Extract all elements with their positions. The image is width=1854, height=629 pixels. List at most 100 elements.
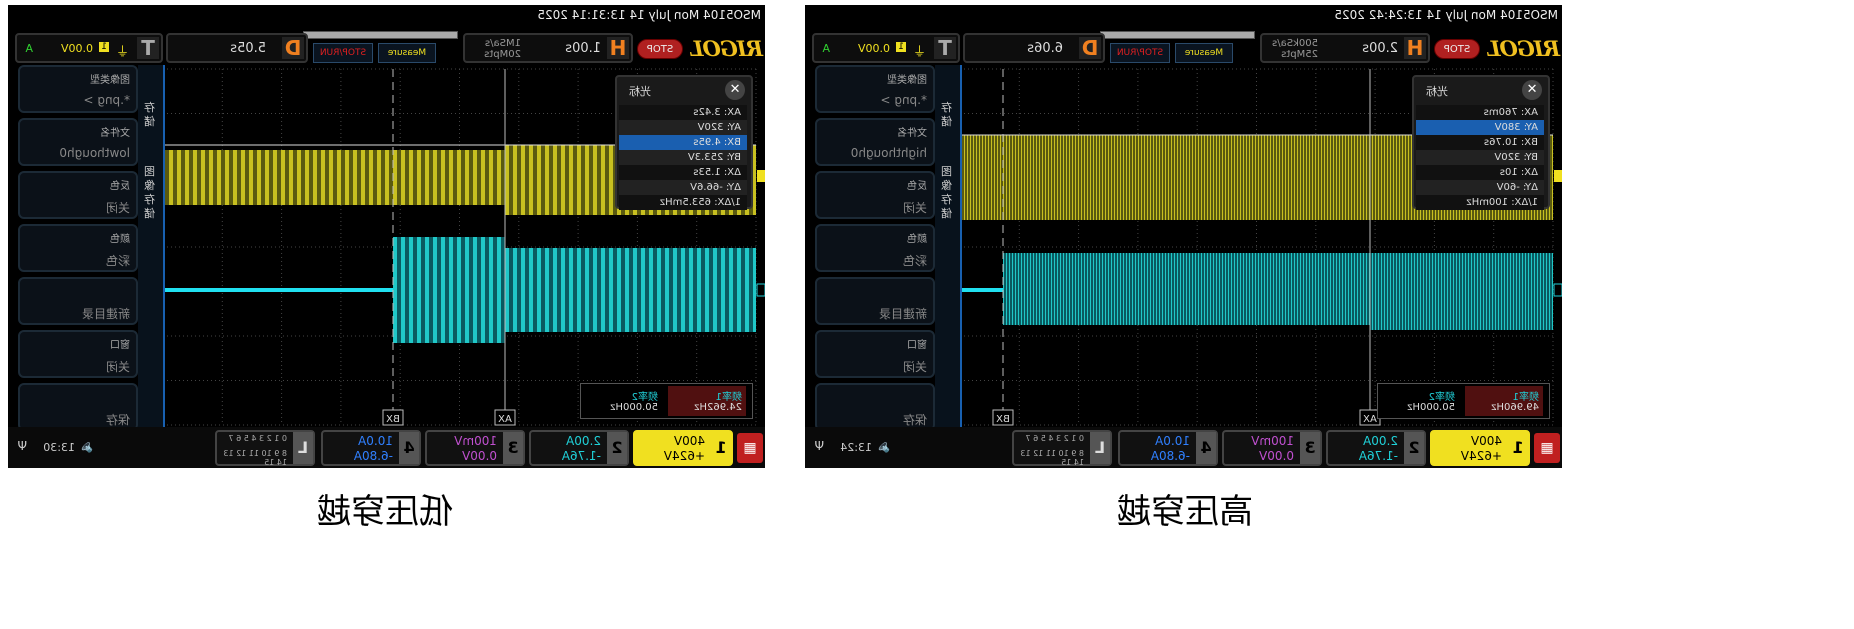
stop-run-button[interactable]: STOP/RUN <box>313 43 373 63</box>
delay-box[interactable]: D 6.06s <box>963 33 1105 63</box>
run-state-badge[interactable]: STOP <box>1434 39 1480 59</box>
logic-box[interactable]: L 0 1 2 3 4 5 6 7 8 9 10 11 12 13 14 15 <box>215 430 315 467</box>
menu-item[interactable]: 图像类型 *.png > <box>18 65 138 113</box>
measurement-item[interactable]: 频率2 50.000Hz <box>1381 386 1459 416</box>
oscilloscope-screen: AX BX MSO5104 Mon July 14 13:31:14 2025 R… <box>8 5 765 468</box>
ch2-trace <box>1003 253 1370 325</box>
menu-item[interactable]: 颜色 彩色 <box>18 224 138 272</box>
menu-item[interactable]: 图像类型 *.png > <box>815 65 935 113</box>
speaker-icon[interactable]: 🔈 <box>875 439 890 453</box>
menu-tab[interactable]: 存储 图像存储 <box>935 65 962 435</box>
measurement-item[interactable]: 频率1 24.962Hz <box>668 386 746 416</box>
cursor-row[interactable]: ΔY: -66.6V <box>619 180 747 195</box>
menu-grid-icon[interactable]: ▦ <box>1534 433 1560 463</box>
menu-item-value: highthough0 <box>850 146 927 160</box>
cursor-row[interactable]: BX: 4.95s <box>619 135 747 150</box>
cursor-marker-label: BX <box>386 414 400 425</box>
trigger-box[interactable]: T ⏚ 1 0.00V A <box>15 33 163 63</box>
horizontal-box[interactable]: H 2.00s 500kSa/s 25Mpts <box>1260 33 1430 63</box>
menu-item-value: *.png > <box>880 93 927 107</box>
logic-label: L <box>293 432 313 464</box>
cursor-row[interactable]: 1/ΔX: 653.5mHz <box>619 195 747 210</box>
menu-item-value: 关闭 <box>902 360 927 374</box>
close-icon[interactable]: ✕ <box>725 80 745 100</box>
channel-scale: 10.0A <box>358 434 393 448</box>
menu-item-value: 保存 <box>105 413 130 427</box>
run-state-badge[interactable]: STOP <box>637 39 683 59</box>
cursor-title: 光标 <box>629 85 651 98</box>
cursor-row[interactable]: BY: 320V <box>1416 150 1544 165</box>
horizontal-box[interactable]: H 1.00s 1MSa/s 20Mpts <box>463 33 633 63</box>
ch2-marker[interactable] <box>1553 283 1562 297</box>
cursor-row[interactable]: BY: 253.3V <box>619 150 747 165</box>
ch2-marker[interactable] <box>756 283 765 297</box>
menu-item-title: 颜色 <box>110 234 130 245</box>
menu-item[interactable]: 保存 <box>18 383 138 431</box>
cursor-row[interactable]: AY: 380V <box>1416 120 1544 135</box>
menu-item[interactable]: 反色 关闭 <box>815 171 935 219</box>
channel-1-box[interactable]: 1 400V +624V <box>633 430 733 466</box>
cursor-row[interactable]: ΔX: 1.53s <box>619 165 747 180</box>
menu-item[interactable]: 新建目录 <box>18 277 138 325</box>
cursor-row[interactable]: BX: 10.76s <box>1416 135 1544 150</box>
menu-item[interactable]: 反色 关闭 <box>18 171 138 219</box>
measurement-name: 频率1 <box>715 392 742 403</box>
channel-3-box[interactable]: 3 100mV 0.00V <box>1222 430 1322 466</box>
menu-item[interactable]: 颜色 彩色 <box>815 224 935 272</box>
ch1-marker[interactable] <box>757 170 765 182</box>
stop-run-button[interactable]: STOP/RUN <box>1110 43 1170 63</box>
cursor-row[interactable]: ΔY: -60V <box>1416 180 1544 195</box>
tab-image-storage[interactable]: 图像存储 <box>941 165 952 220</box>
menu-grid-icon[interactable]: ▦ <box>737 433 763 463</box>
cursor-row[interactable]: AY: 320V <box>619 120 747 135</box>
menu-item[interactable]: 新建目录 <box>815 277 935 325</box>
cursor-row[interactable]: AX: 760ms <box>1416 105 1544 120</box>
channel-2-box[interactable]: 2 2.00A -1.76A <box>529 430 629 466</box>
logic-label: L <box>1090 432 1110 464</box>
cursor-row[interactable]: ΔX: 10s <box>1416 165 1544 180</box>
speaker-icon[interactable]: 🔈 <box>78 439 93 453</box>
menu-item[interactable]: 保存 <box>815 383 935 431</box>
trigger-box[interactable]: T ⏚ 1 0.00V A <box>812 33 960 63</box>
delay-value: 6.06s <box>1027 41 1063 56</box>
menu-item-value: *.png > <box>83 93 130 107</box>
channel-3-box[interactable]: 3 100mV 0.00V <box>425 430 525 466</box>
status-line: MSO5104 Mon July 14 13:31:14 2025 <box>537 8 761 22</box>
cursor-marker[interactable] <box>992 409 1014 426</box>
tab-storage[interactable]: 存储 <box>941 101 952 128</box>
cursor-marker[interactable] <box>382 409 404 426</box>
tab-image-storage[interactable]: 图像存储 <box>144 165 155 220</box>
waveform-overview-bar[interactable] <box>1100 31 1255 39</box>
channel-scale: 400V <box>1470 434 1502 448</box>
waveform-overview-bar[interactable] <box>303 31 458 39</box>
trigger-edge-icon: ⏚ <box>912 45 926 60</box>
menu-item[interactable]: 文件名 highthough0 <box>815 118 935 166</box>
close-icon[interactable]: ✕ <box>1522 80 1542 100</box>
logic-box[interactable]: L 0 1 2 3 4 5 6 7 8 9 10 11 12 13 14 15 <box>1012 430 1112 467</box>
channel-1-box[interactable]: 1 400V +624V <box>1430 430 1530 466</box>
menu-item[interactable]: 文件名 lowthough0 <box>18 118 138 166</box>
logic-row: 8 9 10 11 12 13 14 15 <box>223 449 287 467</box>
delay-box[interactable]: D 5.05s <box>166 33 308 63</box>
tab-storage[interactable]: 存储 <box>144 101 155 128</box>
channel-2-box[interactable]: 2 2.00A -1.76A <box>1326 430 1426 466</box>
measure-button[interactable]: Measure <box>1175 43 1233 63</box>
cursor-row[interactable]: AX: 3.42s <box>619 105 747 120</box>
measure-button[interactable]: Measure <box>378 43 436 63</box>
menu-item-title: 窗口 <box>110 340 130 351</box>
menu-tab[interactable]: 存储 图像存储 <box>138 65 165 435</box>
measurement-name: 频率1 <box>1512 392 1539 403</box>
menu-item[interactable]: 窗口 关闭 <box>815 330 935 378</box>
channel-4-box[interactable]: 4 10.0A -6.80A <box>321 430 421 466</box>
measurement-item[interactable]: 频率2 50.000Hz <box>584 386 662 416</box>
cursor-row[interactable]: 1/ΔX: 100mHz <box>1416 195 1544 210</box>
cursor-marker[interactable] <box>494 409 516 426</box>
channel-offset: +624V <box>663 449 705 463</box>
measurement-item[interactable]: 频率1 49.960Hz <box>1465 386 1543 416</box>
measurement-value: 50.000Hz <box>610 402 658 413</box>
ch1-marker[interactable] <box>1554 170 1562 182</box>
menu-item[interactable]: 窗口 关闭 <box>18 330 138 378</box>
menu-item-value: 关闭 <box>105 201 130 215</box>
channel-4-box[interactable]: 4 10.0A -6.80A <box>1118 430 1218 466</box>
usb-icon: Ψ <box>17 439 27 453</box>
